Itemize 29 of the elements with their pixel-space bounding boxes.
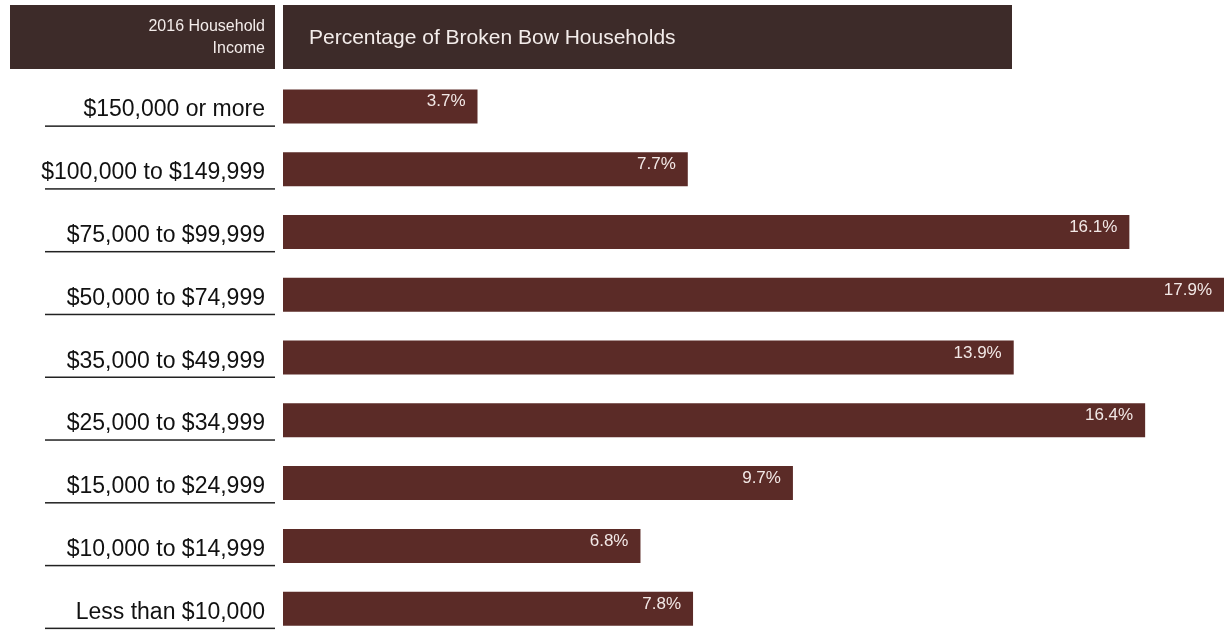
y-tick-label: $50,000 to $74,999 — [66, 283, 265, 310]
bar — [283, 277, 1224, 312]
y-tick-label: $25,000 to $34,999 — [66, 409, 265, 436]
data-label: 9.7% — [742, 468, 781, 488]
y-tick-label: $100,000 to $149,999 — [41, 158, 265, 185]
data-label: 17.9% — [1163, 279, 1212, 299]
data-label: 16.4% — [1084, 405, 1134, 425]
data-label: 7.7% — [637, 154, 676, 174]
bar — [283, 591, 694, 626]
y-tick-label: $150,000 or more — [83, 95, 265, 122]
data-label: 3.7% — [426, 91, 466, 111]
y-axis-title: 2016 Household Income — [147, 16, 266, 58]
bar — [283, 89, 478, 124]
data-label: 16.1% — [1069, 216, 1118, 236]
bar — [283, 403, 1146, 438]
y-tick-label: $35,000 to $49,999 — [66, 346, 265, 373]
y-tick-label: $75,000 to $99,999 — [66, 220, 265, 247]
y-tick-label: Less than $10,000 — [75, 597, 265, 624]
bar — [283, 152, 688, 187]
y-tick-label: $10,000 to $14,999 — [66, 534, 265, 561]
chart-title: Percentage of Broken Bow Households — [308, 25, 676, 49]
bar — [283, 214, 1130, 249]
bar — [283, 466, 793, 501]
y-tick-label: $15,000 to $24,999 — [66, 472, 265, 499]
bar — [283, 528, 641, 563]
data-label: 6.8% — [589, 530, 629, 550]
data-label: 13.9% — [953, 342, 1002, 362]
bar — [283, 340, 1014, 375]
data-label: 7.8% — [642, 593, 682, 613]
